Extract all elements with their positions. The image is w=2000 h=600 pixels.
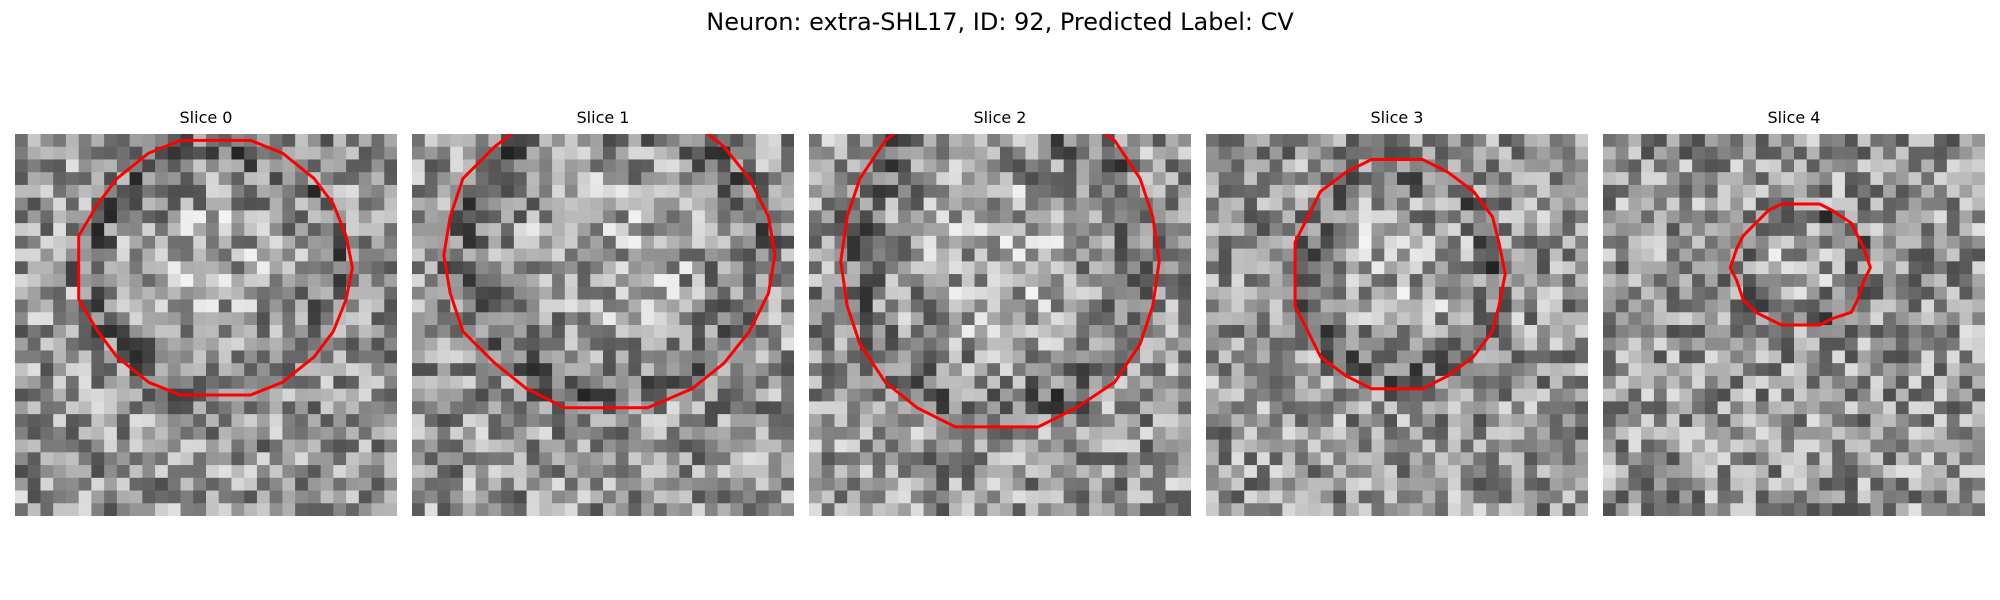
slice-title-4: Slice 4 [1767, 108, 1821, 127]
roi-contour [839, 134, 1161, 429]
slice-title-2: Slice 2 [973, 108, 1027, 127]
roi-contour [1728, 202, 1872, 327]
slice-panel-0: Slice 0 [15, 108, 397, 516]
slice-panel-2: Slice 2 [809, 108, 1191, 516]
pixel-grid [809, 134, 1191, 516]
roi-contour [442, 134, 777, 410]
slice-title-3: Slice 3 [1370, 108, 1424, 127]
slice-title-0: Slice 0 [179, 108, 233, 127]
slice-image-0 [15, 134, 397, 516]
figure-title: Neuron: extra-SHL17, ID: 92, Predicted L… [706, 8, 1294, 36]
pixel-grid [1603, 134, 1985, 516]
slice-panel-1: Slice 1 [412, 108, 794, 516]
slice-panel-3: Slice 3 [1206, 108, 1588, 516]
pixel-grid [412, 134, 794, 516]
slice-image-4 [1603, 134, 1985, 516]
slice-image-3 [1206, 134, 1588, 516]
slice-image-1 [412, 134, 794, 516]
slice-image-2 [809, 134, 1191, 516]
roi-contour [77, 138, 354, 397]
pixel-grid [1206, 134, 1588, 516]
slice-title-1: Slice 1 [576, 108, 630, 127]
roi-contour [1293, 158, 1507, 391]
pixel-grid [15, 134, 397, 516]
slice-panel-4: Slice 4 [1603, 108, 1985, 516]
